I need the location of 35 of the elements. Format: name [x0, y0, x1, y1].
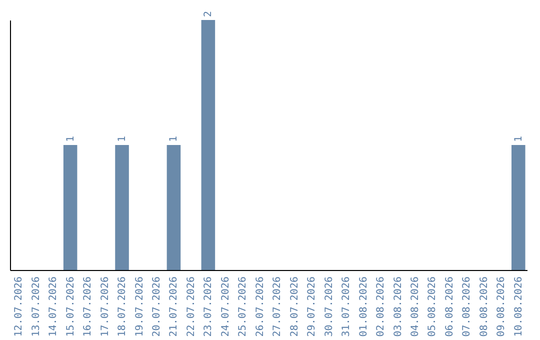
x-tick-label: 06.08.2026: [444, 276, 456, 337]
x-tick-label: 16.07.2026: [82, 276, 94, 337]
x-tick-label: 22.07.2026: [186, 276, 197, 337]
x-tick-label: 07.08.2026: [462, 276, 473, 337]
data-label: 1: [117, 136, 128, 142]
x-tick-label: 08.08.2026: [478, 276, 490, 337]
x-tick-label: 26.07.2026: [254, 276, 266, 337]
x-tick-label: 25.07.2026: [238, 276, 249, 337]
x-tick-label: 21.07.2026: [168, 276, 180, 337]
data-label: 1: [65, 136, 76, 142]
x-tick-label: 13.07.2026: [30, 276, 42, 337]
data-label: 2: [203, 10, 214, 17]
data-label: 1: [168, 136, 180, 142]
x-tick-label: 18.07.2026: [117, 276, 128, 337]
x-tick-label: 05.08.2026: [427, 276, 438, 337]
x-tick-label: 01.08.2026: [358, 276, 370, 337]
x-tick-label: 28.07.2026: [289, 276, 300, 337]
data-label: 1: [513, 136, 524, 142]
x-tick-label: 12.07.2026: [14, 276, 25, 337]
x-tick-label: 15.07.2026: [65, 276, 76, 337]
x-tick-label: 19.07.2026: [134, 276, 146, 337]
x-tick-label: 17.07.2026: [100, 276, 111, 337]
x-tick-label: 14.07.2026: [48, 276, 60, 337]
x-tick-label: 09.08.2026: [496, 276, 508, 337]
x-tick-label: 23.07.2026: [203, 276, 214, 337]
x-tick-label: 03.08.2026: [392, 276, 404, 337]
x-tick-label: 04.08.2026: [410, 276, 421, 337]
x-tick-label: 30.07.2026: [324, 276, 335, 337]
x-tick-label: 29.07.2026: [306, 276, 318, 337]
x-tick-label: 31.07.2026: [341, 276, 352, 337]
x-tick-label: 20.07.2026: [151, 276, 162, 337]
x-tick-label: 10.08.2026: [513, 276, 524, 337]
x-tick-label: 24.07.2026: [220, 276, 232, 337]
x-tick-label: 02.08.2026: [376, 276, 387, 337]
x-tick-label: 27.07.2026: [272, 276, 284, 337]
